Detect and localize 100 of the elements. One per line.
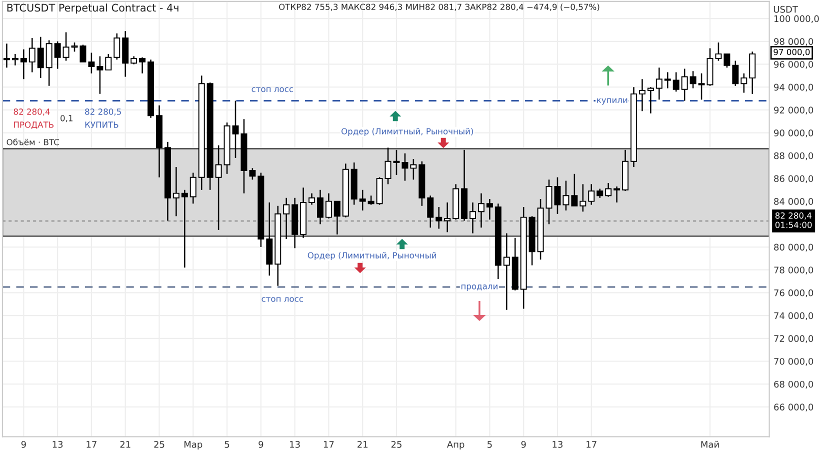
candlestick bbox=[681, 68, 688, 102]
candlestick bbox=[190, 172, 196, 204]
annotation: Объём · BTC bbox=[6, 138, 59, 146]
candlestick bbox=[62, 32, 70, 62]
y-tick-label: 66 000,0 bbox=[774, 404, 814, 412]
y-tick-label: 72 000,0 bbox=[774, 335, 814, 343]
candlestick bbox=[546, 178, 552, 225]
candlestick bbox=[715, 42, 722, 62]
candlestick bbox=[638, 78, 646, 112]
candlestick bbox=[503, 232, 510, 310]
candlestick bbox=[232, 100, 239, 159]
annotation: 0,1 bbox=[60, 115, 72, 122]
y-tick-label: 96 000,0 bbox=[774, 60, 814, 69]
y-axis-title: USDT bbox=[774, 6, 798, 13]
y-tick-label: 74 000,0 bbox=[774, 312, 814, 320]
candlestick bbox=[614, 186, 620, 204]
candlestick bbox=[647, 86, 654, 114]
y-tick-label: 84 000,0 bbox=[774, 198, 814, 206]
annotation: Ордер (Лимитный, Рыночный) bbox=[342, 128, 473, 136]
candlestick bbox=[427, 194, 434, 228]
candlestick bbox=[732, 60, 739, 87]
candlestick bbox=[571, 173, 578, 207]
candlestick bbox=[402, 152, 408, 182]
candlestick bbox=[37, 36, 44, 79]
x-tick-label: 13 bbox=[290, 440, 300, 448]
chart-subtitle: ОТКР82 755,3 МАКС82 946,3 МИН82 081,7 ЗАКР82 280,4 −474,9 (−0,57%) bbox=[279, 4, 600, 12]
candlestick bbox=[359, 189, 366, 212]
annotation: 82 280,5 bbox=[85, 108, 121, 116]
candlestick bbox=[316, 189, 324, 225]
y-tick-label: 80 000,0 bbox=[774, 244, 814, 252]
candlestick bbox=[562, 180, 570, 212]
x-tick-label: 21 bbox=[120, 440, 130, 448]
annotation: ПРОДАТЬ bbox=[14, 122, 54, 130]
annotation: КУПИТЬ bbox=[85, 122, 118, 128]
candlestick bbox=[283, 197, 290, 240]
y-tick-label: 100 000,0 bbox=[774, 15, 819, 24]
candlestick bbox=[444, 202, 451, 233]
x-tick-label: 13 bbox=[52, 440, 63, 448]
x-tick-label: 5 bbox=[224, 441, 230, 448]
x-tick-label: Апр bbox=[446, 441, 464, 450]
y-tick-label: 78 000,0 bbox=[774, 266, 814, 274]
candlestick bbox=[664, 72, 671, 89]
x-tick-label: 17 bbox=[86, 441, 96, 448]
candlestick bbox=[114, 32, 120, 60]
x-tick-label: 5 bbox=[488, 441, 492, 448]
x-tick-label: 21 bbox=[358, 440, 368, 448]
candlestick bbox=[410, 158, 417, 180]
candlestick bbox=[478, 192, 484, 228]
candlestick bbox=[308, 192, 315, 206]
candlestick bbox=[486, 198, 493, 220]
candlestick bbox=[470, 202, 476, 234]
y-tick-label: 86 000,0 bbox=[774, 175, 814, 183]
x-tick-label: 9 bbox=[521, 440, 526, 448]
candlestick bbox=[71, 42, 78, 52]
candlestick bbox=[139, 56, 146, 74]
candlestick bbox=[554, 176, 561, 215]
candlestick bbox=[12, 53, 18, 66]
annotation: 82 280,4 bbox=[14, 108, 50, 116]
candlestick bbox=[325, 192, 332, 220]
candlestick bbox=[393, 149, 400, 176]
candlestick bbox=[656, 67, 662, 100]
x-tick-label: 13 bbox=[552, 440, 562, 448]
candlestick bbox=[28, 37, 36, 73]
chart-title: BTCUSDT Perpetual Contract - 4ч bbox=[7, 4, 178, 14]
y-tick-label: 92 000,0 bbox=[774, 106, 814, 114]
ref-line-label: стоп лосс bbox=[262, 297, 303, 302]
y-tick-label: 76 000,0 bbox=[774, 289, 814, 298]
candlestick bbox=[96, 56, 104, 95]
candlestick bbox=[215, 144, 222, 230]
y-tick-label: 88 000,0 bbox=[774, 152, 814, 160]
y-tick-label: 70 000,0 bbox=[774, 358, 814, 366]
candlestick bbox=[46, 40, 52, 87]
x-tick-label: 25 bbox=[391, 440, 402, 448]
annotation: Ордер (Лимитный, Рыночный bbox=[308, 252, 436, 260]
candlestick bbox=[749, 51, 756, 95]
candlestick bbox=[580, 184, 586, 212]
candlestick bbox=[249, 168, 256, 180]
candlestick bbox=[20, 48, 27, 80]
y-tick-label: 94 000,0 bbox=[774, 84, 814, 92]
x-tick-label: 17 bbox=[586, 441, 596, 448]
candlestick bbox=[181, 189, 188, 268]
x-tick-label: Май bbox=[701, 440, 719, 448]
x-tick-label: 9 bbox=[258, 440, 264, 448]
candlestick bbox=[588, 184, 595, 206]
annotation: продали bbox=[461, 284, 498, 291]
x-tick-label: 9 bbox=[21, 440, 26, 448]
candlestick bbox=[172, 166, 180, 217]
y-tick-label: 98 000,0 bbox=[774, 38, 814, 46]
candlestick bbox=[740, 72, 748, 94]
candlestick bbox=[672, 72, 680, 92]
candlestick bbox=[88, 52, 95, 74]
candlestick bbox=[690, 70, 696, 89]
candlestick bbox=[384, 147, 392, 185]
candlestick bbox=[334, 200, 340, 236]
ref-line-label: 82 280,4 01:54:00 bbox=[775, 212, 812, 228]
text: 97 000,0 bbox=[774, 48, 810, 56]
candlestick bbox=[105, 53, 112, 71]
ref-line-label: стоп лосс bbox=[252, 87, 293, 92]
candlestick bbox=[724, 53, 730, 68]
candlestick bbox=[368, 194, 374, 206]
